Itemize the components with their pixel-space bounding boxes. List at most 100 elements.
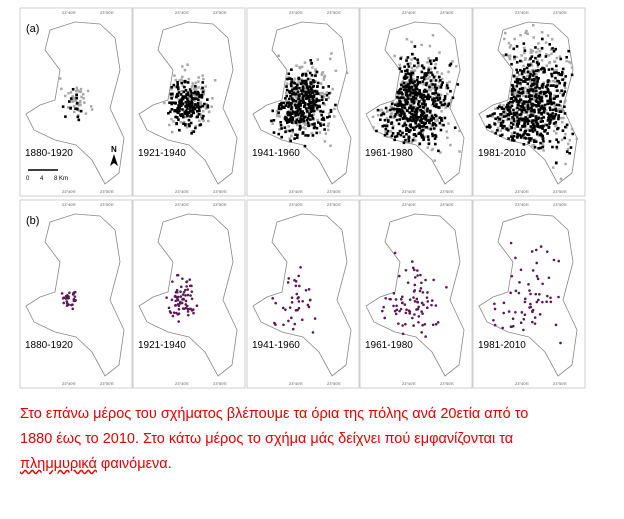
urban-area [309, 78, 312, 81]
urban-area [198, 102, 202, 106]
urban-area [528, 137, 531, 140]
urban-area [549, 84, 553, 87]
flood-event [186, 313, 190, 317]
urban-area [419, 114, 423, 117]
urban-area [295, 98, 299, 101]
urban-area [443, 94, 447, 98]
urban-area [296, 109, 299, 113]
urban-area [528, 75, 532, 78]
urban-area [403, 114, 406, 118]
urban-area [291, 97, 294, 101]
urban-area [400, 109, 404, 112]
flood-event [393, 309, 397, 313]
urban-area [416, 124, 419, 128]
urban-area [89, 105, 93, 108]
urban-area [553, 69, 556, 72]
urban-area [408, 72, 411, 76]
urban-area [527, 141, 531, 144]
urban-area [279, 103, 283, 107]
urban-area [548, 101, 552, 105]
urban-area [395, 113, 399, 117]
urban-area [311, 91, 315, 94]
urban-area [537, 69, 540, 72]
flood-event [431, 323, 435, 327]
urban-area [403, 122, 407, 126]
lon-label: 23°50'E [553, 189, 567, 194]
lon-label: 23°50'E [100, 189, 114, 194]
urban-area [405, 76, 409, 79]
urban-area [516, 82, 519, 85]
urban-area [403, 106, 407, 110]
urban-area [532, 119, 536, 122]
urban-area [510, 135, 513, 138]
urban-area [327, 92, 331, 95]
urban-area [323, 128, 326, 131]
urban-area [433, 66, 437, 70]
urban-area [512, 108, 515, 112]
urban-area [289, 104, 293, 107]
flood-event [174, 303, 178, 307]
urban-area [163, 101, 166, 105]
urban-area [565, 150, 569, 153]
flood-event [426, 300, 430, 303]
urban-area [521, 70, 524, 73]
urban-area [557, 140, 560, 144]
urban-area [412, 116, 415, 120]
flood-event [274, 301, 278, 305]
urban-area [510, 104, 514, 108]
urban-area [515, 124, 518, 128]
urban-area [431, 134, 435, 138]
urban-area [508, 127, 512, 131]
flood-event [299, 266, 302, 269]
urban-area [512, 99, 515, 103]
urban-area [431, 96, 434, 100]
urban-area [168, 101, 171, 105]
urban-area [504, 53, 508, 56]
urban-area [522, 143, 526, 146]
urban-area [285, 117, 288, 120]
urban-area [426, 110, 429, 113]
urban-area [520, 110, 524, 113]
flood-event [492, 318, 495, 322]
urban-area [381, 124, 385, 128]
urban-area [550, 101, 553, 105]
urban-area [529, 84, 533, 88]
urban-area [188, 94, 191, 98]
urban-area [441, 81, 444, 84]
urban-area [557, 103, 561, 107]
flood-event [408, 310, 412, 313]
urban-area [555, 64, 558, 68]
urban-area [430, 118, 433, 122]
urban-area [522, 108, 526, 111]
urban-area [59, 77, 62, 80]
urban-area [551, 166, 555, 169]
urban-area [316, 92, 320, 96]
urban-area [292, 87, 296, 90]
urban-area [202, 92, 205, 96]
flood-event [297, 274, 300, 278]
urban-area [306, 69, 310, 73]
urban-area [170, 88, 173, 91]
flood-event [401, 332, 405, 336]
urban-area [524, 120, 527, 123]
urban-area [182, 80, 185, 83]
urban-area [424, 118, 428, 121]
urban-area [532, 72, 536, 76]
flood-event [412, 324, 415, 327]
flood-event [413, 313, 416, 316]
urban-area [392, 109, 395, 112]
urban-area [171, 94, 174, 98]
urban-area [535, 130, 539, 134]
urban-area [407, 87, 411, 91]
flood-event [189, 294, 192, 297]
urban-area [539, 120, 543, 123]
urban-area [447, 70, 450, 74]
urban-area [197, 76, 200, 79]
urban-area [329, 108, 333, 112]
urban-area [403, 65, 406, 69]
urban-area [314, 104, 318, 107]
urban-area [200, 96, 204, 99]
urban-area [524, 100, 527, 103]
urban-area [512, 119, 516, 123]
